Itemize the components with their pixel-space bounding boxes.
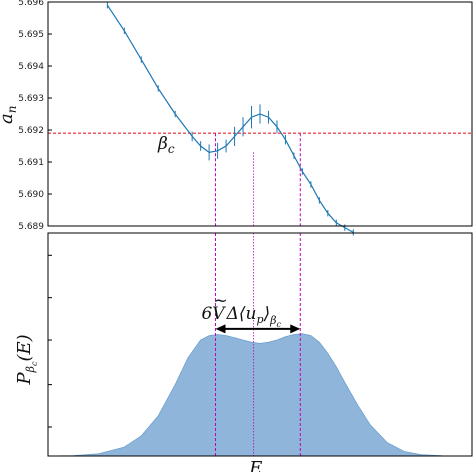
top-y-tick-label: 5.692: [18, 126, 44, 136]
top-y-axis-label-main: a: [0, 113, 17, 124]
bottom-y-axis-label-subsub: c: [30, 361, 39, 366]
series-line: [106, 4, 354, 233]
beta-c-sub: c: [168, 142, 175, 156]
width-annotation-open: ⟨: [239, 304, 246, 324]
bottom-y-axis-label-arg: (E): [14, 334, 35, 361]
top-y-tick-label: 5.690: [18, 190, 44, 200]
bottom-panel: 6V Δ⟨up⟩βc ~ Pβc(E) E: [14, 232, 473, 472]
top-y-tick-label: 5.696: [18, 0, 44, 8]
bottom-y-axis-label: Pβc(E): [14, 334, 39, 385]
bottom-y-axis-label-main: P: [14, 372, 35, 386]
top-y-axis-label-sub: n: [5, 106, 19, 114]
bottom-plot-frame: [47, 232, 473, 457]
top-y-ticks: 5.689 5.690 5.691 5.692 5.693 5.694 5.695 5.696: [18, 0, 52, 232]
top-y-tick-label: 5.691: [18, 158, 44, 168]
top-y-tick-label: 5.689: [18, 222, 44, 232]
top-y-tick-label: 5.695: [18, 30, 44, 40]
bottom-y-axis-label-sub: β: [24, 366, 37, 373]
width-arrow: [215, 324, 301, 334]
top-y-axis-label: an: [0, 106, 19, 124]
bottom-guides: [214, 233, 301, 456]
top-panel: 5.689 5.690 5.691 5.692 5.693 5.694 5.695 5.696…: [0, 0, 473, 236]
width-arrow-right-head: [290, 324, 301, 334]
bottom-y-ticks: [48, 254, 52, 428]
bottom-x-axis-label: E: [248, 458, 262, 472]
top-y-tick-label: 5.693: [18, 94, 44, 104]
beta-c-annotation: βc: [157, 134, 175, 156]
width-arrow-left-head: [215, 324, 226, 334]
width-annotation-var-sub: p: [256, 313, 263, 326]
width-annotation-var: u: [245, 304, 256, 324]
width-annotation-subsub: c: [276, 320, 281, 329]
width-annotation-sub: β: [269, 314, 276, 327]
top-guides: [214, 133, 301, 226]
top-plot-frame: [47, 1, 473, 227]
beta-c-main: β: [157, 134, 168, 154]
width-annotation-lead: 6V: [201, 304, 226, 324]
errorbars: [106, 2, 354, 236]
width-annotation-delta: Δ: [226, 304, 239, 324]
distribution-area: [47, 333, 473, 457]
width-annotation: 6V Δ⟨up⟩βc: [201, 304, 281, 329]
width-annotation-close: ⟩: [262, 304, 270, 324]
width-annotation-tilde: ~: [213, 291, 227, 311]
top-y-tick-label: 5.694: [18, 62, 44, 72]
